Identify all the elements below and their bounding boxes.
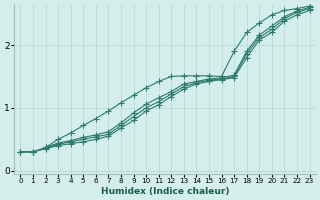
X-axis label: Humidex (Indice chaleur): Humidex (Indice chaleur)	[101, 187, 229, 196]
